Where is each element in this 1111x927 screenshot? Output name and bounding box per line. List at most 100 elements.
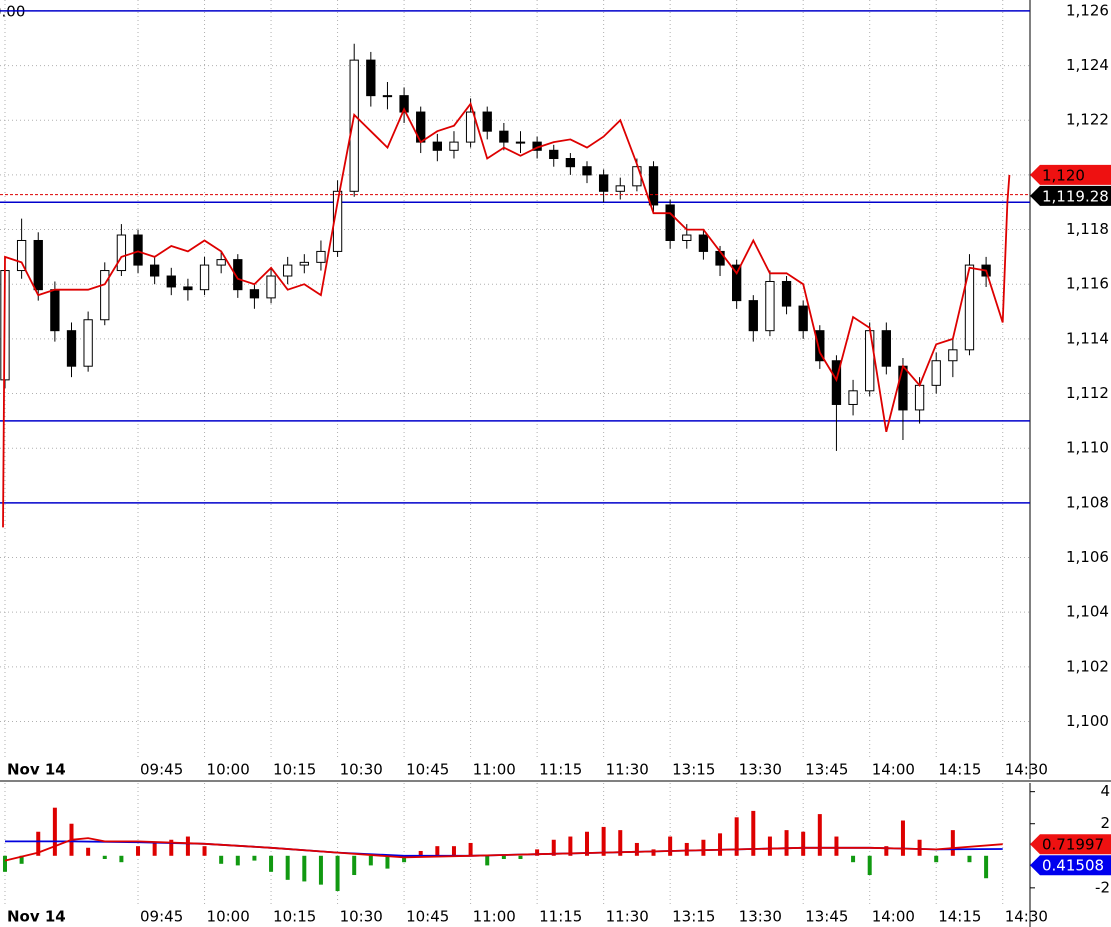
- x-tick-label: Nov 14: [7, 761, 66, 779]
- histogram-bar: [36, 831, 41, 856]
- x-tick-label: 11:00: [473, 908, 516, 926]
- histogram-bar: [784, 830, 789, 856]
- x-tick-label: 11:30: [606, 908, 649, 926]
- histogram-bar: [568, 836, 573, 856]
- candle-body: [765, 280, 775, 332]
- candle-body: [66, 330, 77, 367]
- candle-body: [465, 111, 476, 143]
- y-tick-label: 1,110: [1066, 439, 1109, 457]
- candle-body: [399, 95, 409, 113]
- candle-body: [199, 264, 210, 291]
- histogram-bar: [867, 855, 872, 876]
- histogram-bar: [136, 846, 141, 856]
- x-tick-label: 10:45: [406, 761, 449, 779]
- candle-body: [682, 234, 692, 241]
- x-tick-label: 13:15: [672, 908, 715, 926]
- candle-body: [898, 365, 908, 411]
- histogram-bar: [185, 836, 190, 856]
- histogram-bar: [2, 855, 7, 872]
- y-tick-label: 1,116: [1066, 275, 1109, 293]
- price-tag-label: 0.41508: [1042, 857, 1104, 875]
- price-tag: [1030, 834, 1111, 855]
- histogram-bar: [817, 814, 822, 856]
- histogram-bar: [684, 842, 689, 856]
- x-tick-label: 10:15: [273, 908, 316, 926]
- histogram-bar: [318, 855, 323, 885]
- x-tick-label: 10:00: [207, 908, 250, 926]
- candle-body: [233, 259, 243, 291]
- candle-body: [598, 174, 609, 192]
- histogram-bar: [734, 817, 739, 856]
- y-tick-label: 1,102: [1066, 657, 1109, 675]
- y-tick-label: 1,124: [1066, 56, 1109, 74]
- candle-body: [83, 319, 93, 367]
- candle-body: [166, 275, 176, 288]
- x-tick-label: 11:15: [539, 908, 582, 926]
- x-tick-label: Nov 14: [7, 908, 66, 926]
- x-tick-label: 11:30: [606, 761, 649, 779]
- candle-body: [582, 166, 592, 176]
- y-tick-label: 4: [1100, 782, 1110, 800]
- candle-body: [914, 384, 925, 411]
- candle-body: [948, 349, 958, 362]
- candle-body: [698, 234, 709, 252]
- candle-body: [299, 261, 309, 266]
- histogram-bar: [335, 855, 340, 892]
- candle-body: [100, 270, 110, 321]
- price-tag-label: 1,120: [1042, 166, 1085, 184]
- histogram-bar: [219, 855, 224, 864]
- x-tick-label: 13:15: [672, 761, 715, 779]
- candle-body: [366, 59, 376, 97]
- histogram-bar: [900, 820, 905, 856]
- x-tick-label: 14:00: [872, 761, 915, 779]
- histogram-bar: [884, 846, 889, 856]
- candle-body: [881, 330, 891, 367]
- y-tick-label: 1,108: [1066, 493, 1109, 511]
- histogram-bar: [285, 855, 290, 880]
- candle-body: [266, 275, 276, 299]
- candle-body: [748, 300, 758, 332]
- indicator-line: [4, 837, 1003, 862]
- histogram-bar: [485, 855, 490, 866]
- candle-body: [50, 289, 60, 332]
- candle-body: [964, 264, 975, 351]
- histogram-bar: [950, 830, 955, 856]
- histogram-bar: [385, 855, 390, 869]
- histogram-bar: [86, 847, 91, 856]
- candle-body: [815, 330, 825, 362]
- candle-body: [216, 259, 226, 266]
- histogram-bar: [468, 842, 473, 856]
- candle-body: [249, 289, 260, 299]
- candle-body: [931, 360, 941, 386]
- overlay-line: [2, 101, 1011, 528]
- price-tag-label: 1,119.28: [1042, 187, 1109, 205]
- histogram-bar: [352, 855, 357, 876]
- price-tag-label: 0.71997: [1042, 836, 1104, 854]
- candle-body: [16, 239, 27, 272]
- histogram-bar: [668, 836, 673, 856]
- x-tick-label: 09:45: [140, 908, 183, 926]
- x-tick-label: 14:00: [872, 908, 915, 926]
- x-tick-label: 11:00: [473, 761, 516, 779]
- histogram-bar: [934, 855, 939, 863]
- y-tick-label: 1,104: [1066, 603, 1109, 621]
- candle-body: [316, 250, 326, 263]
- y-tick-label: 1,106: [1066, 548, 1109, 566]
- y-tick-label: 1,118: [1066, 220, 1109, 238]
- candle-body: [33, 239, 43, 291]
- x-tick-label: 10:30: [340, 761, 383, 779]
- histogram-bar: [102, 855, 107, 859]
- histogram-bar: [418, 850, 423, 856]
- x-tick-label: 10:45: [406, 908, 449, 926]
- price-tag: [1030, 164, 1111, 185]
- histogram-bar: [601, 826, 606, 856]
- candle-body: [149, 264, 160, 277]
- candle-body: [615, 185, 625, 192]
- histogram-bar: [751, 810, 756, 856]
- histogram-bar: [618, 830, 623, 856]
- candle-body: [632, 166, 642, 187]
- x-tick-label: 11:15: [539, 761, 582, 779]
- x-tick-label: 14:15: [938, 908, 981, 926]
- histogram-bar: [718, 833, 723, 856]
- x-tick-label: 10:00: [207, 761, 250, 779]
